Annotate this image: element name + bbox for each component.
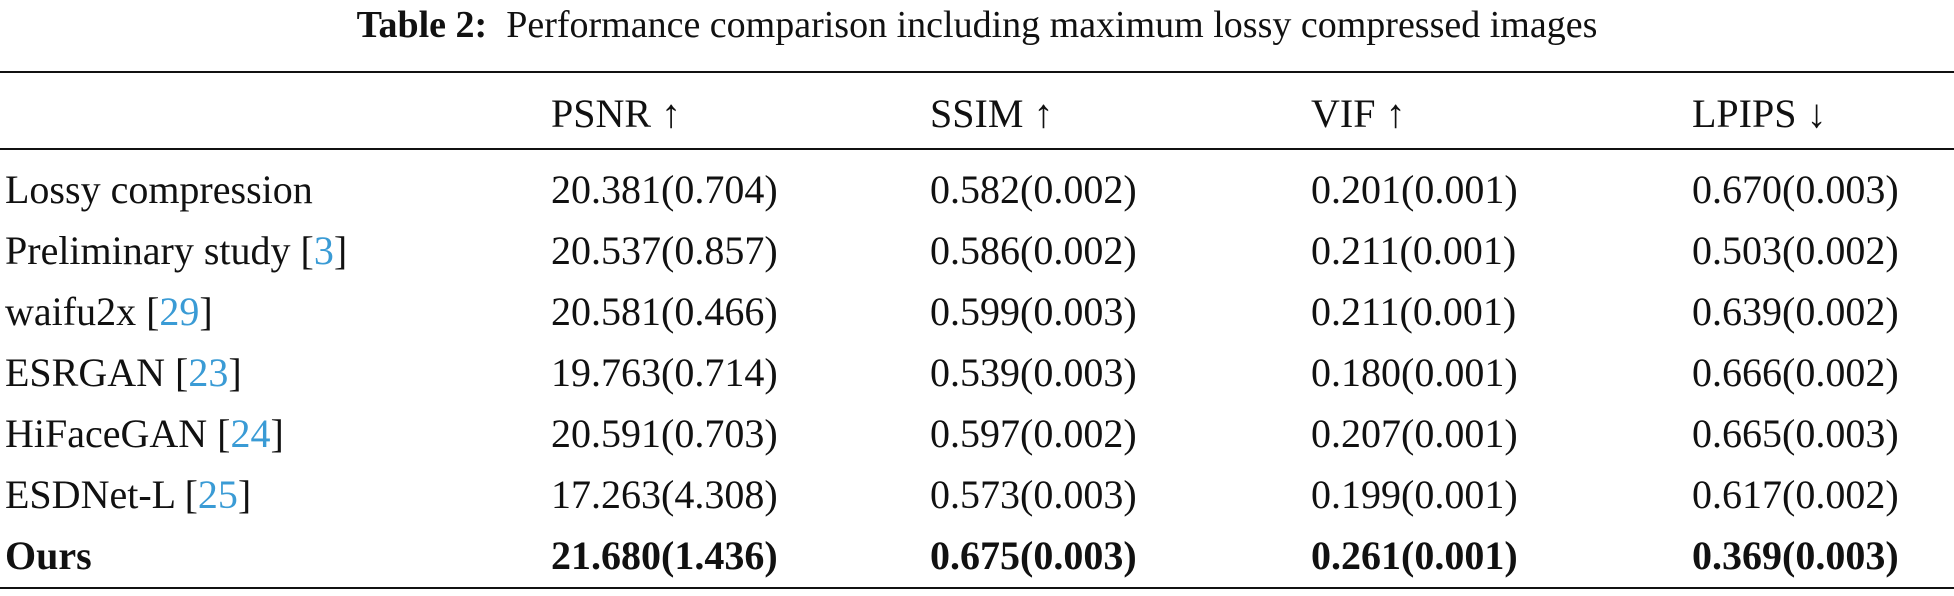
method-cell: ESRGAN [23] [5, 353, 242, 393]
method-cell: HiFaceGAN [24] [5, 414, 284, 454]
metric-cell: 0.639(0.002) [1692, 289, 1899, 334]
metric-cell: 0.503(0.002) [1692, 228, 1899, 273]
column-header: SSIM ↑ [930, 91, 1054, 136]
method-name: ] [270, 411, 284, 456]
metric-cell: 20.537(0.857) [551, 228, 778, 273]
method-cell: Lossy compression [5, 170, 313, 210]
citation: 23 [188, 350, 229, 395]
metric-cell: 0.180(0.001) [1311, 350, 1518, 395]
method-cell: waifu2x [29] [5, 292, 213, 332]
caption: Table 2: Performance comparison includin… [0, 6, 1954, 44]
metric-cell: 0.597(0.002) [930, 411, 1137, 456]
metric-cell: 0.670(0.003) [1692, 167, 1899, 212]
method-name: ] [228, 350, 242, 395]
metric-cell: 0.665(0.003) [1692, 411, 1899, 456]
method-name: Ours [5, 533, 92, 578]
caption-label: Table 2: [356, 4, 488, 46]
metric-cell: 20.381(0.704) [551, 167, 778, 212]
metric-cell: 0.369(0.003) [1692, 533, 1899, 578]
metric-cell: 19.763(0.714) [551, 350, 778, 395]
method-name: waifu2x [ [5, 289, 160, 334]
method-name: ESRGAN [ [5, 350, 189, 395]
metric-cell: 20.581(0.466) [551, 289, 778, 334]
metric-cell: 0.675(0.003) [930, 533, 1137, 578]
metric-cell: 0.211(0.001) [1311, 228, 1517, 273]
method-name: ] [333, 228, 348, 273]
method-cell: Preliminary study [3] [5, 231, 347, 271]
metric-cell: 0.573(0.003) [930, 472, 1137, 517]
metric-cell: 0.617(0.002) [1692, 472, 1899, 517]
method-cell: ESDNet-L [25] [5, 475, 251, 515]
column-header: VIF ↑ [1311, 91, 1406, 136]
metric-cell: 0.666(0.002) [1692, 350, 1899, 395]
metric-cell: 20.591(0.703) [551, 411, 778, 456]
metric-cell: 0.201(0.001) [1311, 167, 1518, 212]
metric-cell: 21.680(1.436) [551, 533, 778, 578]
method-name: ] [237, 472, 252, 517]
method-name: Lossy compression [5, 167, 313, 212]
citation: 24 [230, 411, 271, 456]
metric-cell: 0.199(0.001) [1311, 472, 1518, 517]
citation: 29 [159, 289, 200, 334]
metric-cell: 0.539(0.003) [930, 350, 1137, 395]
header-rule [0, 148, 1954, 150]
method-name: Preliminary study [ [5, 228, 314, 273]
metric-cell: 0.599(0.003) [930, 289, 1137, 334]
metric-cell: 0.207(0.001) [1311, 411, 1518, 456]
method-name: HiFaceGAN [ [5, 411, 231, 456]
metric-cell: 0.211(0.001) [1311, 289, 1517, 334]
method-cell: Ours [5, 536, 92, 576]
citation: 3 [313, 228, 334, 273]
metric-cell: 0.586(0.002) [930, 228, 1137, 273]
citation: 25 [197, 472, 238, 517]
metric-cell: 17.263(4.308) [551, 472, 778, 517]
metric-cell: 0.582(0.002) [930, 167, 1137, 212]
method-name: ] [199, 289, 213, 334]
metric-cell: 0.261(0.001) [1311, 533, 1518, 578]
column-header: PSNR ↑ [551, 91, 682, 136]
top-rule [0, 71, 1954, 73]
bottom-rule [0, 587, 1954, 589]
caption-text: Performance comparison including maximum… [506, 4, 1598, 46]
method-name: ESDNet-L [ [5, 472, 198, 517]
column-header: LPIPS ↓ [1692, 91, 1827, 136]
